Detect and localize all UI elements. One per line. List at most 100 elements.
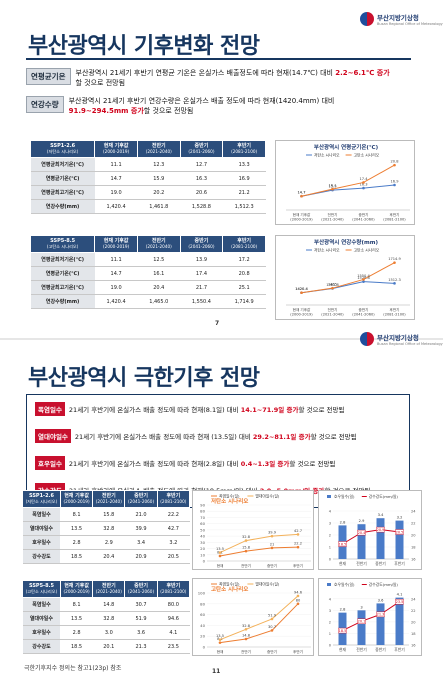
data-label: 20.1	[358, 620, 366, 624]
table-cell: 19.0	[94, 280, 138, 295]
table-cell: 14.7	[94, 266, 138, 281]
table-cell: 15.8	[92, 507, 125, 522]
table-cell: 21.3	[124, 639, 158, 654]
chart-subtitle: 저탄소 시나리오	[211, 497, 248, 505]
y2-tick-label: 20	[411, 620, 416, 624]
page-number: 7	[215, 320, 220, 327]
data-label: 16.9	[390, 180, 399, 184]
summary-chip: 연강수량	[26, 96, 64, 113]
data-label: 20.9	[377, 528, 385, 532]
table-cell: 1,420.4	[94, 199, 138, 214]
data-label-box	[357, 529, 366, 536]
table-header: 전반기 (2021-2040)	[136, 235, 181, 253]
title-divider	[26, 58, 411, 60]
table-cell: 3.0	[92, 625, 125, 640]
x-tick-label: 전반기	[241, 649, 251, 654]
y-tick-label: 4	[329, 510, 332, 514]
series-line	[219, 603, 299, 644]
table-row: 연평균최저기온(℃) 11.1 12.3 12.7 13.3	[30, 157, 266, 172]
x-tick-label: 후반기	[394, 647, 404, 652]
bar	[376, 603, 385, 645]
org-name: 부산지방기상청	[377, 334, 419, 342]
bar	[357, 610, 366, 645]
table-cell: 13.3	[222, 157, 266, 172]
x-tick-label: 중반기	[359, 212, 369, 217]
legend-label: 저탄소 시나리오	[314, 153, 340, 158]
summary-chip: 열대야일수	[35, 429, 71, 443]
y-tick-label: 100	[198, 591, 206, 596]
data-label: 1420.4	[295, 287, 308, 291]
table-cell: 20.1	[92, 639, 125, 654]
x-tick-label: (2081-2100)	[383, 313, 406, 317]
data-label: 80	[296, 598, 301, 602]
data-label: 3.4	[378, 513, 384, 517]
data-point	[270, 534, 274, 538]
y2-tick-label: 22	[411, 522, 416, 526]
x-tick-label: 후반기	[390, 212, 400, 217]
y2-tick-label: 16	[411, 558, 416, 562]
data-point	[393, 282, 396, 285]
data-point	[244, 539, 248, 542]
table-cell: 8.1	[60, 507, 93, 522]
table-cell: 20.6	[180, 185, 223, 200]
legend-label: 고탄소 시나리오	[354, 248, 380, 253]
data-label: 15.8	[242, 546, 251, 550]
legend-label: 폭염일수(일)	[219, 494, 240, 499]
series-line	[342, 601, 400, 632]
table-cell: 1,528.8	[180, 199, 223, 214]
table-header: 후반기 (2081-2100)	[156, 580, 191, 598]
data-label: 42.7	[294, 529, 302, 533]
chart-heat-ssp126: 저탄소 시나리오 폭염일수(일) 열대야일수(일) 0 10 20 30 40 50 60 70 80…	[192, 490, 314, 570]
row-label: 연평균기온(℃)	[30, 171, 95, 186]
series-line	[301, 164, 395, 197]
org-logo: 부산지방기상청 Busan Regional Office of Meteoro…	[360, 332, 443, 346]
data-label: 1420.4	[295, 287, 308, 291]
y-tick-label: 2	[329, 620, 331, 624]
data-point	[218, 641, 222, 644]
data-label: 39.9	[268, 531, 277, 535]
page-climate-change: 부산지방기상청 Busan Regional Office of Meteoro…	[0, 0, 443, 338]
row-label: 연강수량(mm)	[30, 199, 95, 214]
table-cell: 12.7	[180, 157, 223, 172]
y-tick-label: 70	[200, 515, 205, 520]
data-label: 14.7	[297, 191, 305, 195]
org-name: 부산지방기상청	[377, 14, 419, 22]
data-label: 51.9	[268, 613, 277, 617]
y2-tick-label: 20	[411, 534, 416, 538]
chart-temp: 부산광역시 연평균기온(℃) 저탄소 시나리오 고탄소 시나리오 현재 기후값 (200…	[275, 140, 415, 225]
chart-rain-ssp126: 호우일수(일) 강수강도(mm/일) 0 1 2 3 4 16 18 20 22 24 현재 전반기 중반기…	[318, 490, 422, 570]
table-cell: 1,420.4	[94, 294, 138, 309]
data-point	[393, 163, 396, 167]
table-header: 중반기 (2041-2060)	[124, 490, 158, 508]
table-header: 전반기 (2021-2040)	[136, 140, 181, 158]
table-cell: 21.7	[180, 280, 223, 295]
data-point	[393, 261, 396, 264]
data-label-box	[338, 541, 347, 547]
y2-tick-label: 18	[411, 546, 416, 550]
data-point	[270, 617, 274, 621]
y-tick-label: 30	[200, 540, 205, 545]
data-label: 3.6	[378, 598, 384, 602]
summary-precip: 연강수량 부산광역시 21세기 후반기 연강수량은 온실가스 배출 정도에 따라…	[26, 96, 389, 116]
table-header: 후반기 (2081-2100)	[222, 140, 266, 158]
y-tick-label: 0	[329, 558, 332, 562]
data-label-box	[338, 627, 347, 634]
y-tick-label: 90	[200, 503, 205, 508]
footnote: 극한기후지수 정의는 참고1(23p) 참조	[24, 665, 122, 672]
data-point	[218, 638, 222, 642]
table-cell: 14.8	[92, 597, 125, 612]
table-cell: 25.1	[222, 280, 266, 295]
y2-tick-label: 22	[411, 609, 416, 613]
table-cell: 16.9	[222, 171, 266, 186]
bar	[376, 518, 385, 559]
series-line	[301, 262, 395, 294]
table-row: 열대야일수 13.5 32.8 51.9 94.6	[22, 611, 190, 626]
table-cell: 8.1	[60, 597, 93, 612]
data-point	[270, 546, 274, 550]
table-cell: 20.4	[92, 549, 125, 564]
table-cell: 20.8	[222, 266, 266, 281]
table-header: SSP1-2.6 (저탄소 시나리오)	[29, 140, 96, 158]
series-line	[219, 595, 299, 641]
org-subname: Busan Regional Office of Meteorology	[377, 342, 443, 346]
data-label: 23.5	[396, 600, 404, 604]
